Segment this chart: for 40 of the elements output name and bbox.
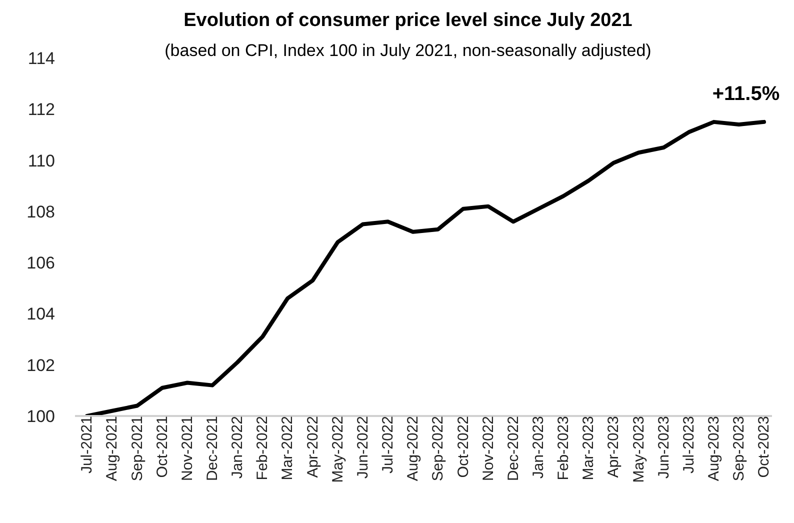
x-tick-label: Oct-2022: [454, 416, 472, 478]
y-tick-label: 114: [28, 49, 55, 68]
y-tick-label: 110: [28, 151, 55, 170]
x-tick-label: Jul-2022: [380, 416, 397, 474]
x-tick-label: May-2023: [630, 416, 648, 483]
x-tick-label: Dec-2022: [504, 416, 522, 482]
x-tick-label: Aug-2022: [404, 416, 422, 482]
annotation: +11.5%: [712, 82, 780, 105]
x-tick-label: Sep-2021: [128, 416, 146, 482]
x-tick-label: Aug-2023: [706, 416, 722, 482]
x-tick-label: Apr-2022: [304, 416, 322, 478]
x-tick-label: Sep-2023: [730, 416, 748, 482]
x-tick-label: Dec-2021: [204, 416, 222, 482]
x-tick-label: Mar-2023: [580, 416, 598, 480]
y-tick-label: 108: [26, 202, 55, 222]
x-tick-label: Nov-2021: [178, 416, 196, 482]
x-tick-label: Jun-2022: [354, 416, 372, 479]
x-tick-label: May-2022: [329, 416, 346, 483]
chart-title: Evolution of consumer price level since July 2021: [182, 10, 634, 32]
x-tick-label: Nov-2022: [480, 416, 497, 482]
x-tick-label: Feb-2022: [254, 416, 272, 480]
chart-subtitle: (based on CPI, Index 100 in July 2021, non-seasonally adjusted): [164, 41, 652, 60]
x-tick-label: Jun-2023: [655, 416, 672, 479]
x-tick-label: Oct-2023: [756, 416, 773, 478]
x-tick-label: Feb-2023: [555, 416, 572, 480]
y-tick-label: 100: [26, 407, 55, 426]
y-tick-label: 104: [26, 304, 55, 324]
x-tick-label: Apr-2023: [605, 416, 622, 478]
y-tick-label: 102: [26, 356, 55, 375]
x-tick-label: Jul-2021: [78, 416, 96, 474]
x-tick-label: Mar-2022: [279, 416, 296, 480]
line-series: [85, 120, 766, 416]
x-tick-label: Aug-2021: [104, 416, 121, 482]
x-tick-label: Jan-2022: [229, 416, 246, 479]
x-tick-label: Oct-2021: [154, 416, 171, 478]
x-tick-label: Sep-2022: [430, 416, 447, 482]
x-tick-label: Jul-2023: [680, 416, 698, 474]
y-tick-label: 112: [28, 100, 55, 120]
y-tick-label: 106: [26, 254, 55, 273]
x-tick-label: Jan-2023: [530, 416, 547, 479]
